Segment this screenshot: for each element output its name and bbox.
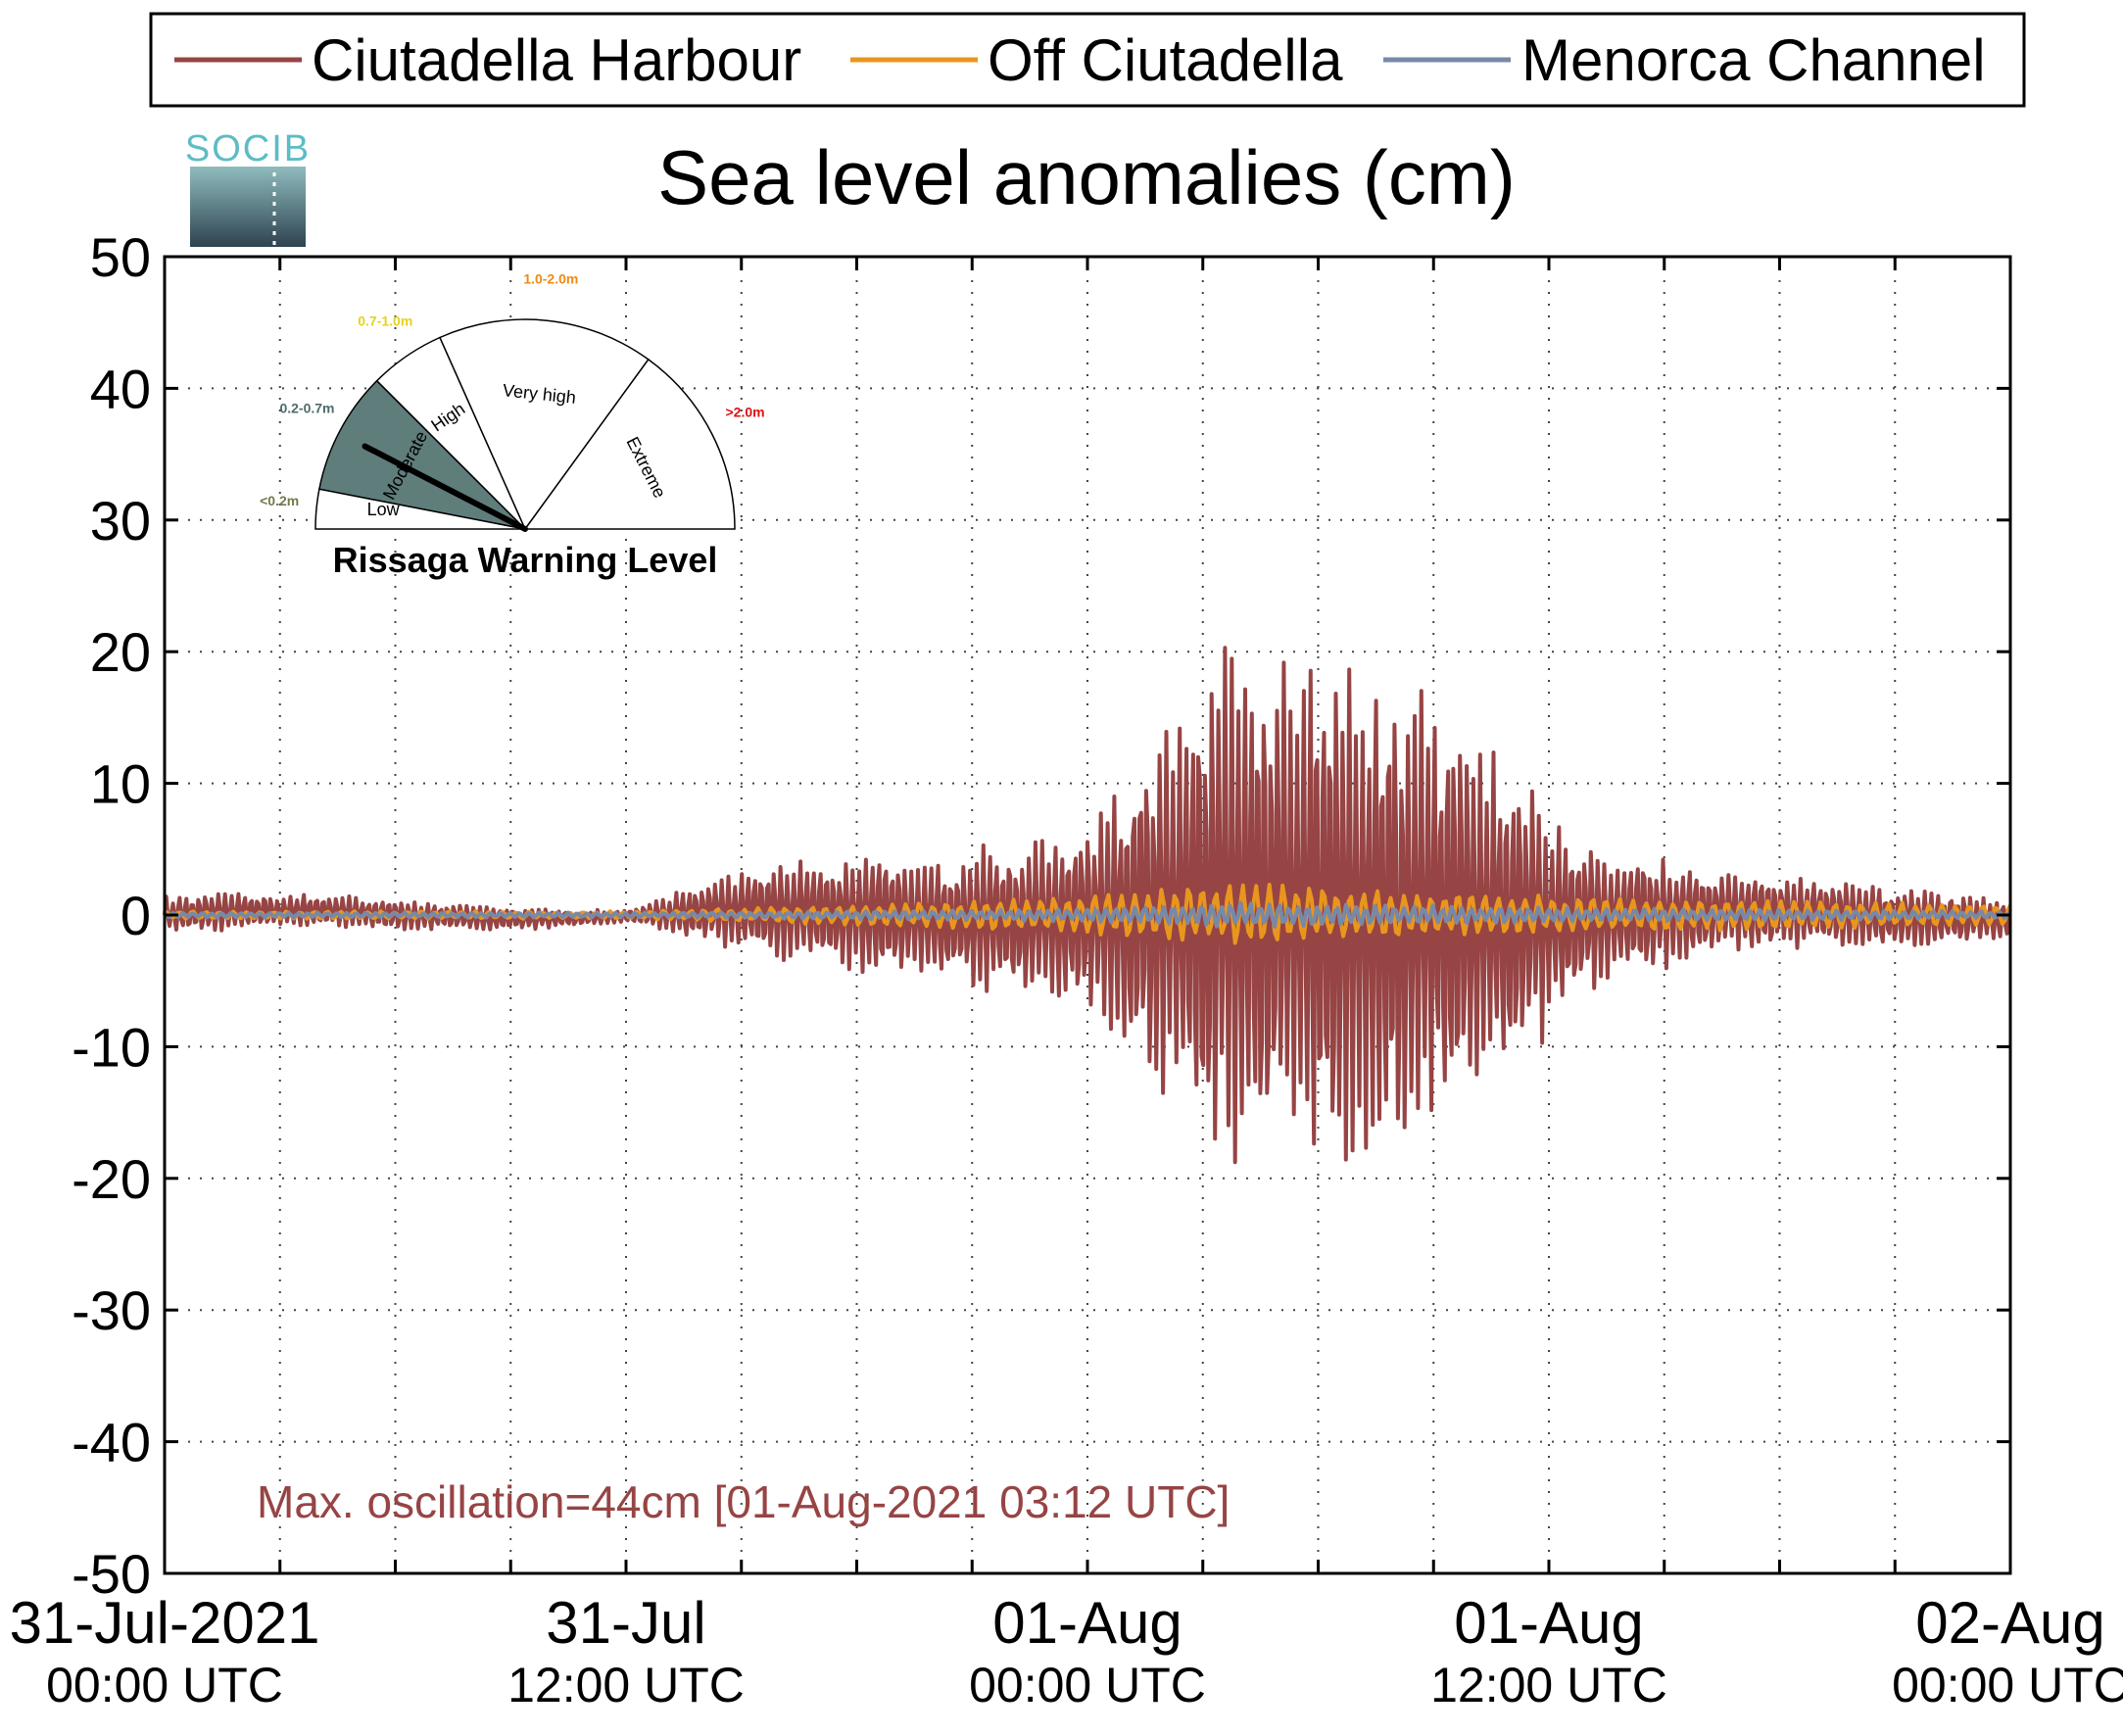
gauge-needle [362, 443, 528, 532]
socib-logo: SOCIB [185, 128, 311, 247]
legend-label-off-ciutadella: Off Ciutadella [988, 27, 1343, 93]
gauge-range-label: >2.0m [725, 405, 764, 420]
y-tick-label: 10 [90, 753, 151, 815]
legend-label-ciutadella-harbour: Ciutadella Harbour [312, 27, 801, 93]
y-tick-label: -40 [72, 1412, 151, 1473]
x-tick-label-time: 12:00 UTC [507, 1658, 745, 1712]
series-layer [163, 646, 2012, 1165]
x-tick-label-date: 31-Jul-2021 [10, 1590, 320, 1656]
x-tick-label-time: 00:00 UTC [46, 1658, 283, 1712]
legend: Ciutadella Harbour Off Ciutadella Menorc… [149, 12, 2026, 108]
gauge-title: Rissaga Warning Level [333, 540, 718, 580]
gauge-range-label: 0.2-0.7m [279, 401, 334, 416]
gauge-range-label: 1.0-2.0m [523, 270, 578, 286]
chart-title: Sea level anomalies (cm) [657, 134, 1516, 220]
gauge-sector-moderate [318, 379, 528, 531]
x-tick-label-date: 01-Aug [992, 1590, 1182, 1656]
legend-box [149, 12, 2026, 108]
gauge-range-label: 0.7-1.0m [358, 313, 412, 328]
axes [163, 255, 2012, 1575]
max-oscillation-annotation: Max. oscillation=44cm [01-Aug-2021 03:12… [257, 1476, 1230, 1527]
series-line-menorca-channel [163, 900, 2012, 929]
y-tick-label: -50 [72, 1543, 151, 1605]
y-tick-label: 20 [90, 621, 151, 683]
socib-logo-text: SOCIB [185, 128, 311, 169]
y-tick-label: 50 [90, 226, 151, 288]
y-tick-label: -10 [72, 1016, 151, 1078]
y-tick-label: -20 [72, 1148, 151, 1210]
x-tick-label-time: 00:00 UTC [1892, 1658, 2123, 1712]
gauge-sector-label: Low [367, 500, 401, 519]
x-tick-label-time: 12:00 UTC [1430, 1658, 1667, 1712]
x-tick-label-date: 02-Aug [1915, 1590, 2104, 1656]
y-tick-label: 0 [121, 885, 151, 946]
x-tick-label-date: 01-Aug [1454, 1590, 1643, 1656]
y-tick-label: -30 [72, 1279, 151, 1341]
y-tick-labels: 50 40 30 20 10 0 -10 -20 -30 -40 -50 [72, 226, 151, 1605]
x-tick-label-time: 00:00 UTC [969, 1658, 1206, 1712]
gauge-range-label: <0.2m [260, 493, 299, 508]
legend-label-menorca-channel: Menorca Channel [1521, 27, 1986, 93]
y-tick-label: 30 [90, 490, 151, 552]
gauge-sector-very-high [439, 318, 650, 531]
x-tick-label-date: 31-Jul [546, 1590, 705, 1656]
y-tick-label: 40 [90, 358, 151, 419]
gauge-sector-extreme [523, 358, 736, 530]
rissaga-gauge: Low<0.2mModerate0.2-0.7mHigh0.7-1.0mVery… [260, 270, 764, 580]
